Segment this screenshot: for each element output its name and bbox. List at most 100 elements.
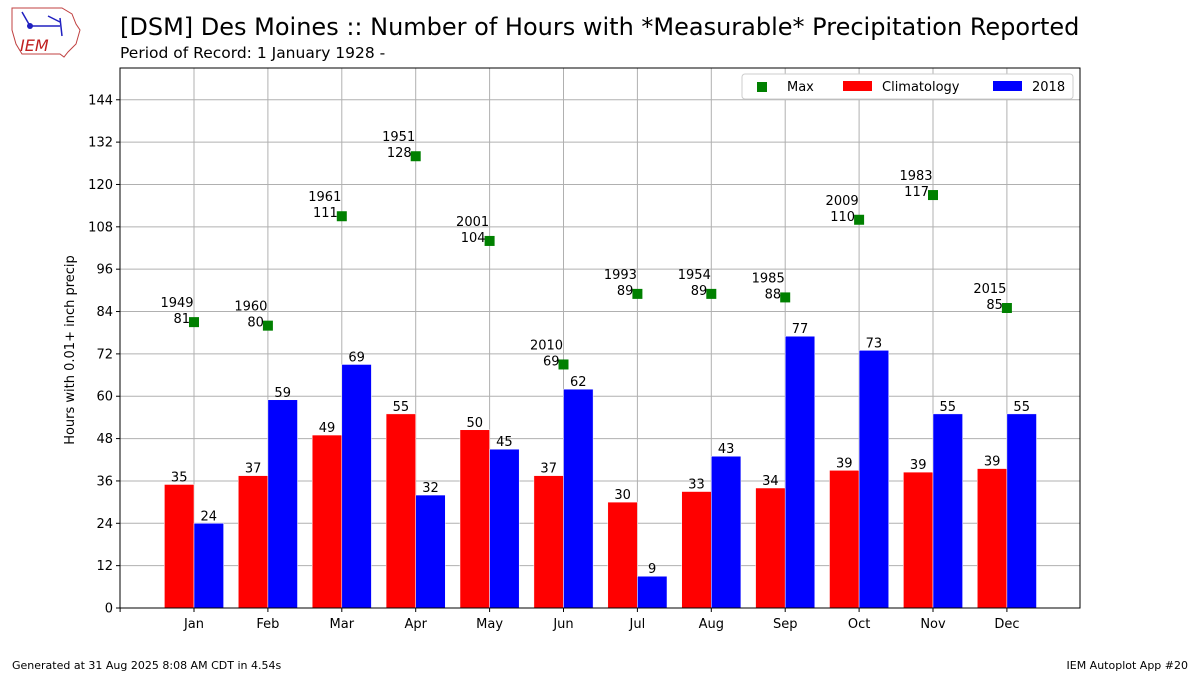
climatology-bar-label: 30 bbox=[614, 488, 631, 503]
climatology-bar bbox=[238, 475, 269, 609]
bar-labels: 35 24 37 59 49 69 55 32 50 45 37 62 30 9 33 43 34 77 39 73 3… bbox=[171, 322, 1030, 577]
climatology-bar-label: 39 bbox=[984, 455, 1001, 470]
y-axis-label: Hours with 0.01+ inch precip bbox=[63, 255, 78, 445]
max-value-label: 81 bbox=[173, 312, 190, 327]
max-marker bbox=[558, 359, 569, 370]
max-year-label: 2015 bbox=[973, 282, 1006, 297]
max-marker bbox=[706, 288, 717, 299]
max-year-label: 1949 bbox=[160, 296, 193, 311]
year-bar-label: 77 bbox=[792, 322, 809, 337]
year-bar bbox=[563, 388, 594, 609]
year-bar bbox=[415, 494, 446, 609]
max-value-label: 85 bbox=[986, 298, 1003, 313]
y-tick-label: 96 bbox=[96, 263, 113, 278]
chart-subtitle: Period of Record: 1 January 1928 - bbox=[120, 44, 385, 62]
max-year-label: 2010 bbox=[530, 338, 563, 353]
x-tick-label: Aug bbox=[699, 617, 724, 632]
max-year-label: 1960 bbox=[234, 300, 267, 315]
climatology-bar bbox=[533, 475, 564, 609]
year-bar-label: 73 bbox=[866, 336, 883, 351]
year-bar-label: 62 bbox=[570, 375, 587, 390]
climatology-bar-label: 55 bbox=[393, 400, 410, 415]
year-bar-label: 55 bbox=[940, 400, 957, 415]
year-bar-label: 24 bbox=[201, 509, 218, 524]
year-bar bbox=[193, 523, 224, 609]
y-tick-label: 120 bbox=[88, 178, 113, 193]
x-tick-label: Jun bbox=[552, 617, 573, 632]
axes: 0 12 24 36 48 60 72 84 96 108 120 132 144 Jan Feb Mar Ap… bbox=[88, 93, 1019, 632]
climatology-bar-label: 33 bbox=[688, 478, 705, 493]
climatology-bar bbox=[755, 487, 786, 609]
chart-title: [DSM] Des Moines :: Number of Hours with… bbox=[120, 13, 1079, 41]
max-year-label: 1951 bbox=[382, 130, 415, 145]
max-markers: 8119498019601111961128195110420016920108… bbox=[160, 130, 1012, 370]
max-marker bbox=[1001, 303, 1012, 313]
max-value-label: 111 bbox=[313, 206, 338, 221]
climatology-bar-label: 37 bbox=[245, 462, 262, 477]
year-bar-label: 43 bbox=[718, 442, 735, 457]
year-bar-label: 45 bbox=[496, 435, 513, 450]
legend-year-swatch bbox=[993, 81, 1022, 91]
iem-logo: IEM bbox=[11, 7, 81, 58]
year-bar-label: 9 bbox=[648, 562, 656, 577]
year-bar bbox=[267, 399, 298, 609]
year-bar-label: 59 bbox=[274, 386, 291, 401]
logo-text: IEM bbox=[20, 36, 49, 55]
legend-max-marker bbox=[757, 82, 767, 92]
y-tick-label: 12 bbox=[96, 559, 113, 574]
x-tick-label: Dec bbox=[994, 617, 1019, 632]
footer-generated: Generated at 31 Aug 2025 8:08 AM CDT in … bbox=[12, 659, 281, 672]
x-tick-label: Apr bbox=[404, 617, 427, 632]
climatology-bar bbox=[607, 501, 638, 609]
y-tick-label: 0 bbox=[105, 602, 113, 617]
legend-climatology-swatch bbox=[843, 81, 872, 91]
max-value-label: 128 bbox=[387, 146, 412, 161]
climatology-bar bbox=[311, 434, 343, 609]
climatology-bar-label: 34 bbox=[762, 474, 779, 489]
climatology-bar bbox=[829, 470, 860, 609]
max-value-label: 89 bbox=[691, 284, 708, 299]
legend: Max Climatology 2018 bbox=[741, 73, 1074, 100]
max-marker bbox=[484, 235, 495, 246]
max-value-label: 110 bbox=[830, 210, 855, 225]
max-value-label: 88 bbox=[765, 287, 782, 302]
x-tick-label: Sep bbox=[773, 617, 798, 632]
legend-climatology-label: Climatology bbox=[882, 80, 960, 95]
y-tick-label: 24 bbox=[96, 517, 113, 532]
x-tick-label: Feb bbox=[256, 617, 279, 632]
max-marker bbox=[410, 151, 421, 162]
year-bar bbox=[932, 413, 963, 609]
y-tick-label: 108 bbox=[88, 220, 113, 235]
x-tick-label: Mar bbox=[330, 617, 355, 632]
max-marker bbox=[780, 292, 791, 303]
max-value-label: 80 bbox=[247, 316, 264, 331]
x-tick-label: Oct bbox=[848, 617, 870, 632]
max-value-label: 104 bbox=[461, 231, 486, 246]
max-marker bbox=[632, 288, 643, 299]
bars bbox=[164, 335, 1037, 609]
x-tick-label: Nov bbox=[920, 617, 946, 632]
max-year-label: 2001 bbox=[456, 215, 489, 230]
year-bar bbox=[784, 335, 816, 609]
y-tick-label: 36 bbox=[96, 474, 113, 489]
year-bar bbox=[489, 448, 520, 609]
climatology-bar bbox=[977, 468, 1008, 609]
climatology-bar-label: 39 bbox=[910, 458, 927, 473]
max-value-label: 89 bbox=[617, 284, 634, 299]
max-marker bbox=[928, 190, 938, 201]
climatology-bar-label: 49 bbox=[319, 421, 336, 436]
x-tick-label: Jul bbox=[629, 617, 646, 632]
y-tick-label: 60 bbox=[96, 390, 113, 405]
legend-max-label: Max bbox=[787, 80, 814, 95]
max-marker bbox=[189, 317, 199, 328]
max-marker bbox=[262, 320, 273, 331]
year-bar bbox=[1006, 413, 1037, 609]
year-bar-label: 55 bbox=[1013, 400, 1030, 415]
year-bar bbox=[858, 350, 889, 609]
climatology-bar bbox=[459, 429, 490, 609]
max-year-label: 2009 bbox=[826, 194, 859, 209]
climatology-bar bbox=[385, 413, 416, 609]
max-year-label: 1993 bbox=[604, 268, 637, 283]
y-tick-label: 48 bbox=[96, 432, 113, 447]
